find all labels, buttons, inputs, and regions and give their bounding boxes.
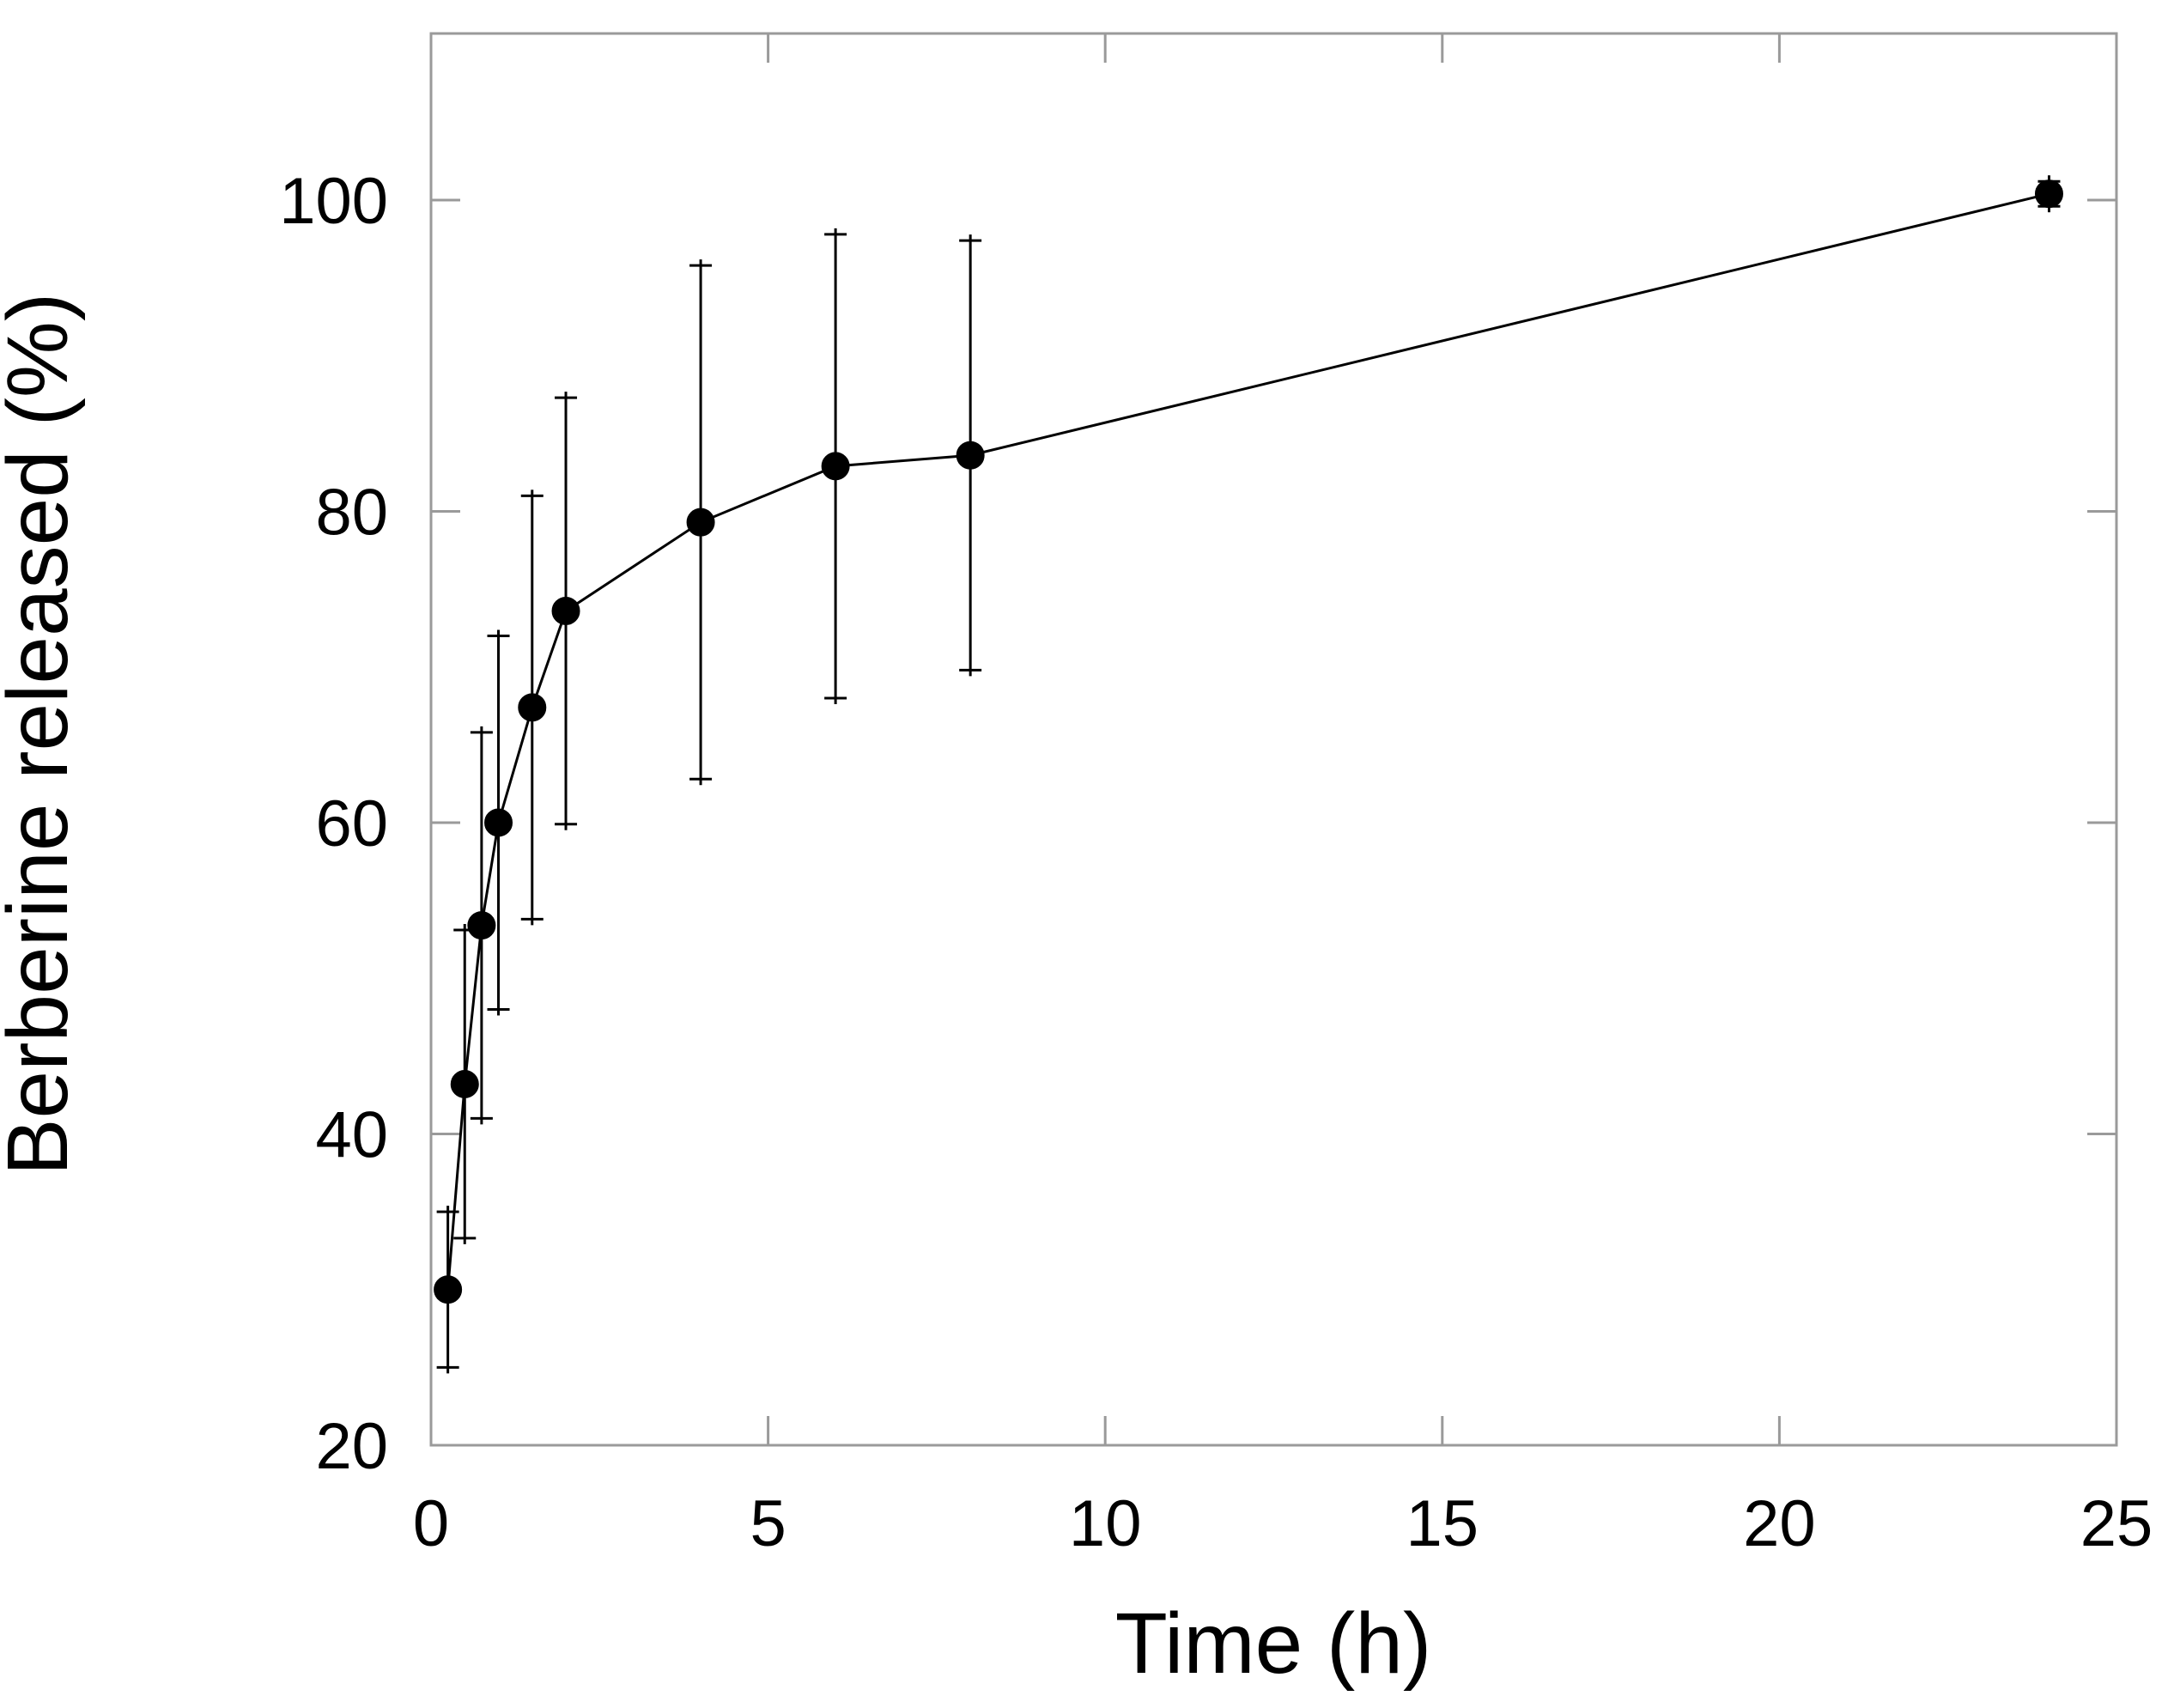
x-tick-label: 10 [1069, 1487, 1142, 1560]
data-point-marker [467, 911, 496, 940]
y-tick-label: 20 [315, 1410, 388, 1483]
data-point-marker [686, 508, 715, 537]
y-tick-label: 40 [315, 1098, 388, 1171]
y-axis-title: Berberine released (%) [0, 293, 86, 1176]
y-tick-label: 100 [279, 165, 388, 238]
data-point-marker [551, 596, 580, 625]
y-tick-label: 80 [315, 476, 388, 549]
plot-frame [429, 32, 2118, 1447]
axis-tick-labels: 0 5 10 15 20 25 20 40 60 80 100 [279, 165, 2153, 1560]
data-point-marker [821, 452, 850, 481]
x-tick-label: 15 [1406, 1487, 1479, 1560]
x-tick-label: 0 [413, 1487, 449, 1560]
axis-ticks [429, 33, 2118, 1447]
x-axis-title: Time (h) [1115, 1596, 1432, 1692]
plot-frame-rect [429, 32, 2118, 1447]
data-point-marker [484, 808, 513, 837]
data-point-marker [450, 1069, 479, 1098]
x-tick-label: 5 [750, 1487, 786, 1560]
data-series [434, 175, 2063, 1374]
series-line [446, 192, 2050, 1290]
data-point-marker [434, 1275, 463, 1304]
y-tick-label: 60 [315, 787, 388, 860]
data-point-marker [518, 693, 547, 722]
x-tick-label: 20 [1743, 1487, 1816, 1560]
data-point-marker [956, 441, 985, 470]
x-tick-label: 25 [2080, 1487, 2153, 1560]
data-point-marker [2034, 179, 2063, 209]
